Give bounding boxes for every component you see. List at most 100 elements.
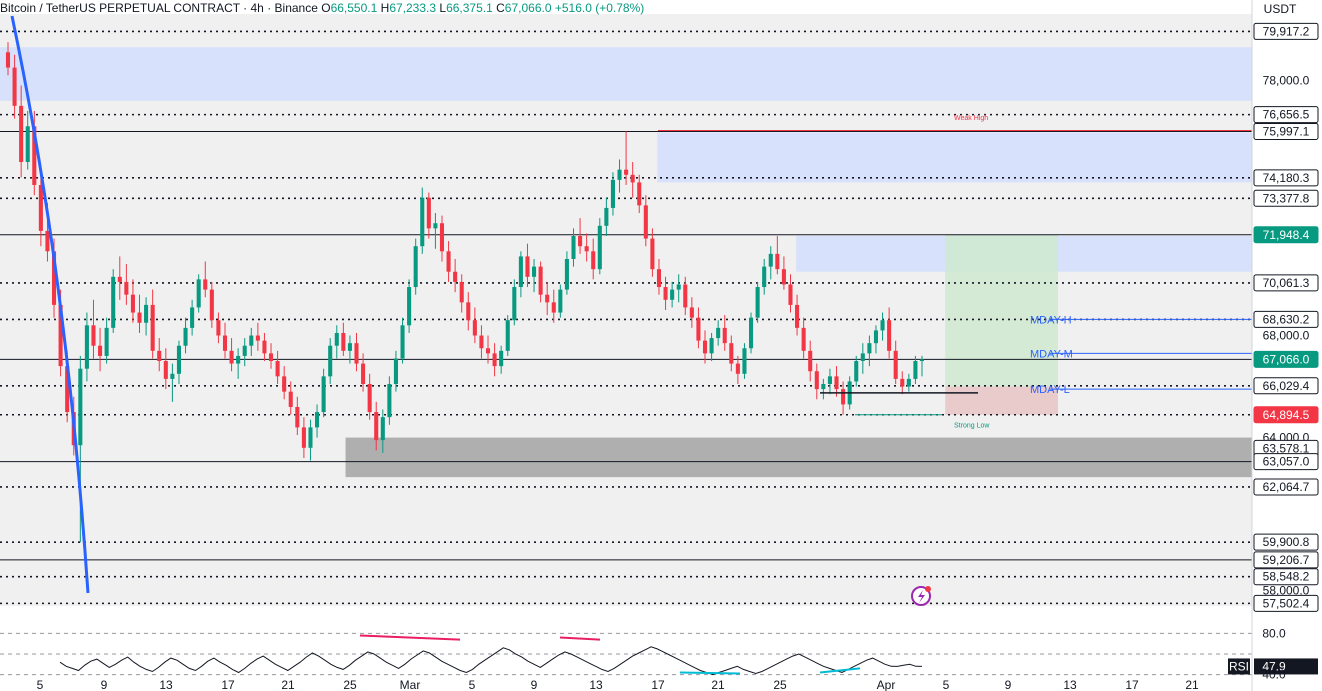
candle-body xyxy=(315,412,320,428)
candle-body xyxy=(630,174,635,183)
candle-body xyxy=(367,384,372,413)
price-label: 59,900.8 xyxy=(1263,535,1310,549)
notification-dot xyxy=(925,586,931,592)
price-tag xyxy=(1253,406,1319,424)
candle-body xyxy=(45,230,50,252)
price-tag xyxy=(1253,122,1319,140)
price-label: 67,066.0 xyxy=(1263,352,1310,366)
candle-body xyxy=(702,340,708,354)
candle-body xyxy=(19,105,24,162)
candle-body xyxy=(841,389,846,405)
candle-body xyxy=(814,371,819,390)
candle-body xyxy=(735,363,740,374)
price-label: 58,548.2 xyxy=(1263,570,1310,584)
candle-body xyxy=(492,353,497,367)
candle-body xyxy=(58,304,63,367)
candle-body xyxy=(446,251,451,272)
time-tick-label: 17 xyxy=(1125,678,1139,691)
position-target-area[interactable] xyxy=(945,234,1058,387)
candle-body xyxy=(755,287,760,318)
candle-body xyxy=(321,376,326,413)
time-tick-label: 21 xyxy=(281,678,295,691)
candle-body xyxy=(111,276,116,328)
candle-body xyxy=(282,376,287,392)
price-label: 63,057.0 xyxy=(1263,455,1310,469)
candle-body xyxy=(203,279,208,290)
price-tag xyxy=(1253,169,1319,187)
candle-body xyxy=(584,246,589,252)
weak-high-label: Weak High xyxy=(954,115,988,122)
rsi-lower-label: 40.0 xyxy=(1262,668,1286,682)
time-tick-label: 13 xyxy=(159,678,173,691)
candle-body xyxy=(512,287,517,321)
candle-body xyxy=(393,358,398,384)
candle-body xyxy=(919,359,925,362)
candle-body xyxy=(124,281,129,295)
time-tick-label: 13 xyxy=(589,678,603,691)
time-tick-label: 25 xyxy=(773,678,787,691)
candle-body xyxy=(216,320,221,336)
candle-body xyxy=(551,302,556,313)
time-tick-label: 5 xyxy=(469,678,476,691)
candle-body xyxy=(163,361,168,379)
candle-body xyxy=(821,384,826,390)
candle-body xyxy=(439,223,445,252)
price-label: 79,917.2 xyxy=(1263,24,1310,38)
price-label: 57,502.4 xyxy=(1263,596,1310,610)
price-tag xyxy=(1253,453,1319,471)
close-label: C xyxy=(496,1,505,15)
candle-body xyxy=(354,343,359,364)
time-tick-label: 9 xyxy=(101,678,108,691)
candle-body xyxy=(591,251,596,270)
candle-body xyxy=(249,335,254,346)
price-tag xyxy=(1253,226,1319,244)
price-tag xyxy=(1253,551,1319,569)
candle-body xyxy=(545,294,550,303)
open-value: 66,550.1 xyxy=(330,1,378,15)
position-stop-area[interactable] xyxy=(945,386,1058,415)
price-label: 70,061.3 xyxy=(1263,276,1310,290)
candle-body xyxy=(25,126,30,162)
candle-body xyxy=(597,225,602,270)
candle-body xyxy=(104,327,109,356)
time-tick-label: 25 xyxy=(343,678,357,691)
price-label: 59,206.7 xyxy=(1263,553,1310,567)
candle-body xyxy=(650,238,655,270)
candle-body xyxy=(433,223,438,229)
symbol-legend: Bitcoin / TetherUS PERPETUAL CONTRACT · … xyxy=(0,0,644,16)
high-label: H xyxy=(380,1,390,15)
candle-body xyxy=(32,126,37,185)
price-label: 75,997.1 xyxy=(1263,124,1310,138)
time-tick-label: 21 xyxy=(711,678,725,691)
candle-body xyxy=(887,320,892,351)
strong-low-label: Strong Low xyxy=(954,423,990,430)
time-tick-label: 17 xyxy=(221,678,235,691)
rsi-divergence-line xyxy=(559,636,601,641)
price-label: 66,029.4 xyxy=(1263,379,1310,393)
trend-curve[interactable] xyxy=(10,15,90,594)
time-tick-label: 5 xyxy=(943,678,950,691)
candle-body xyxy=(479,335,484,349)
demand-zone xyxy=(345,437,1252,478)
symbol-name[interactable]: Bitcoin / TetherUS PERPETUAL CONTRACT · … xyxy=(0,1,318,15)
candle-body xyxy=(413,246,418,288)
candle-body xyxy=(78,368,83,446)
time-tick-label: 17 xyxy=(651,678,665,691)
candle-body xyxy=(637,182,642,206)
price-label: 76,656.5 xyxy=(1263,108,1310,122)
candle-body xyxy=(275,361,280,377)
candle-body xyxy=(222,335,228,351)
candle-body xyxy=(873,330,879,344)
candle-body xyxy=(144,304,149,323)
candle-body xyxy=(255,335,260,341)
candle-body xyxy=(742,348,747,374)
candle-body xyxy=(65,366,70,413)
candle-body xyxy=(485,348,491,354)
candle-body xyxy=(775,253,780,270)
candle-body xyxy=(834,376,839,390)
candle-body xyxy=(571,236,576,259)
candle-body xyxy=(656,269,662,288)
candle-body xyxy=(676,284,681,290)
time-tick-label: Mar xyxy=(400,678,421,691)
